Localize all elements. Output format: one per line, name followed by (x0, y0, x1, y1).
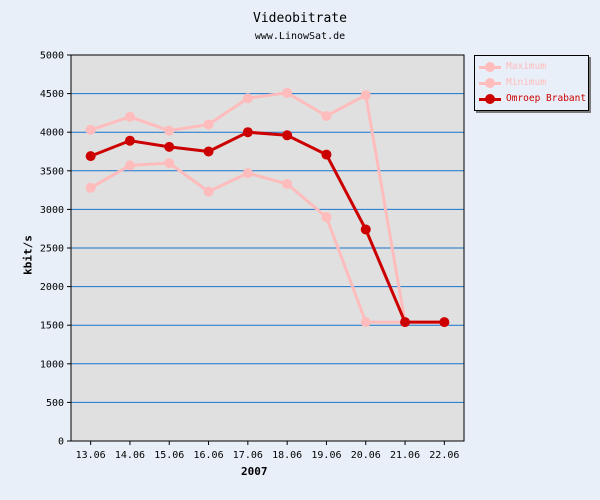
series-line-2 (89, 130, 446, 324)
series-1-point-4 (242, 168, 253, 179)
x-tick-label-7: 20.06 (351, 450, 381, 461)
x-axis-label: 2007 (241, 465, 268, 478)
series-1-point-0 (85, 182, 96, 193)
series-0-point-0 (85, 124, 96, 135)
series-0-point-7 (360, 90, 371, 101)
series-0-point-2 (164, 125, 175, 136)
series-2-point-6 (321, 149, 332, 160)
series-2-point-9 (439, 317, 450, 328)
x-tick-label-1: 14.06 (115, 450, 145, 461)
series-0-point-6 (321, 110, 332, 121)
series-2-point-2 (164, 141, 175, 152)
y-tick-label-0: 0 (58, 437, 64, 448)
x-tick-label-8: 21.06 (390, 450, 420, 461)
series-2-point-4 (242, 127, 253, 138)
y-tick-label-4: 2000 (40, 282, 64, 293)
y-axis-label: kbit/s (21, 235, 35, 275)
y-tick-label-5: 2500 (40, 244, 64, 255)
y-tick-label-8: 4000 (40, 128, 64, 139)
series-1-point-2 (164, 158, 175, 169)
y-tick-label-7: 3500 (40, 166, 64, 177)
x-tick-label-5: 18.06 (272, 450, 302, 461)
series-line-0 (89, 91, 446, 324)
legend: Maximum Minimum Omroep Brabant (474, 55, 589, 111)
series-0-point-3 (203, 119, 214, 130)
series-1-point-5 (282, 178, 293, 189)
series-line-1 (89, 161, 446, 324)
series-1-point-7 (360, 317, 371, 328)
series-2-point-0 (85, 151, 96, 162)
y-tick-label-2: 1000 (40, 359, 64, 370)
y-tick-label-1: 500 (46, 398, 64, 409)
legend-dot-minimum (485, 78, 495, 88)
series-1-point-3 (203, 186, 214, 197)
series-2-point-5 (282, 130, 293, 141)
x-tick-label-0: 13.06 (76, 450, 106, 461)
y-tick-label-10: 5000 (40, 51, 64, 62)
series-2-point-3 (203, 146, 214, 157)
legend-label-omroep-brabant: Omroep Brabant (506, 93, 587, 104)
series-0-point-1 (124, 111, 135, 122)
legend-label-minimum: Minimum (506, 77, 547, 88)
series-0-point-5 (282, 87, 293, 98)
x-tick-label-4: 17.06 (233, 450, 263, 461)
y-tick-label-3: 1500 (40, 321, 64, 332)
x-tick-label-6: 19.06 (311, 450, 341, 461)
series-1-point-1 (124, 160, 135, 171)
chart-title: Videobitrate (253, 11, 347, 26)
series-2-point-1 (124, 135, 135, 146)
y-tick-label-6: 3000 (40, 205, 64, 216)
legend-label-maximum: Maximum (506, 61, 547, 72)
x-tick-label-9: 22.06 (429, 450, 459, 461)
series-2-point-8 (400, 317, 411, 328)
series-1-point-6 (321, 212, 332, 223)
series-2-point-7 (360, 224, 371, 235)
plot-frame (70, 54, 465, 442)
y-tick-label-9: 4500 (40, 89, 64, 100)
x-tick-label-3: 16.06 (193, 450, 223, 461)
chart-subtitle: www.LinowSat.de (254, 31, 346, 42)
legend-dot-omroep-brabant (485, 94, 495, 104)
legend-dot-maximum (485, 62, 495, 72)
x-tick-label-2: 15.06 (154, 450, 184, 461)
series-0-point-4 (242, 93, 253, 104)
